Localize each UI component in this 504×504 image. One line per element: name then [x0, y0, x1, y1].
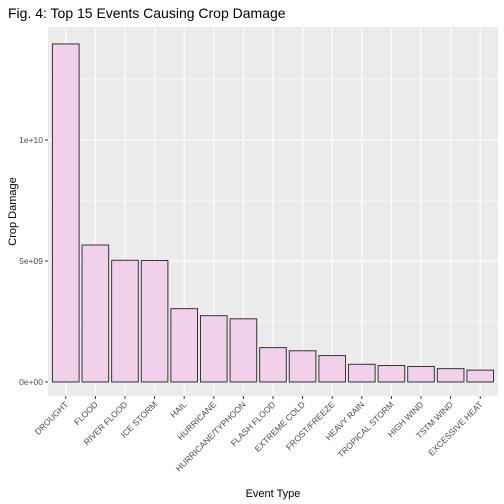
- bar-high-wind: [407, 365, 435, 383]
- bar-hurricane-typhoon: [229, 318, 258, 383]
- bar-hurricane: [199, 315, 228, 383]
- y-tick-label: 5e+09: [19, 256, 43, 266]
- x-tick-label: DROUGHT: [33, 399, 70, 436]
- bar-extreme-cold: [288, 350, 317, 383]
- chart-title: Fig. 4: Top 15 Events Causing Crop Damag…: [8, 5, 286, 21]
- bar-drought: [51, 43, 80, 383]
- bar-heavy-rain: [347, 363, 376, 383]
- x-tick-label: EXTREME COLD: [253, 399, 308, 454]
- x-axis-title: Event Type: [246, 488, 301, 500]
- bar-frost-freeze: [318, 355, 347, 383]
- x-tick-label: EXCESSIVE HEAT: [426, 399, 484, 457]
- y-tick-label: 1e+10: [19, 135, 43, 145]
- bar-excessive-heat: [466, 369, 495, 383]
- bar-ice-storm: [140, 259, 169, 383]
- bar-tstm-wind: [436, 368, 465, 383]
- bar-flash-flood: [259, 347, 287, 383]
- y-tick-label: 0e+00: [19, 377, 43, 387]
- x-tick-label: FLOOD: [72, 399, 100, 427]
- bar-hail: [170, 308, 199, 383]
- bar-river-flood: [111, 259, 139, 383]
- y-axis-title: Crop Damage: [7, 177, 19, 245]
- bars: [51, 43, 495, 383]
- bar-tropical-storm: [377, 365, 406, 383]
- bar-flood: [81, 244, 110, 383]
- y-axis: 0e+00 5e+09 1e+10: [19, 135, 48, 387]
- x-tick-label: TROPICAL STORM: [336, 399, 396, 459]
- x-tick-label: HAIL: [168, 399, 189, 420]
